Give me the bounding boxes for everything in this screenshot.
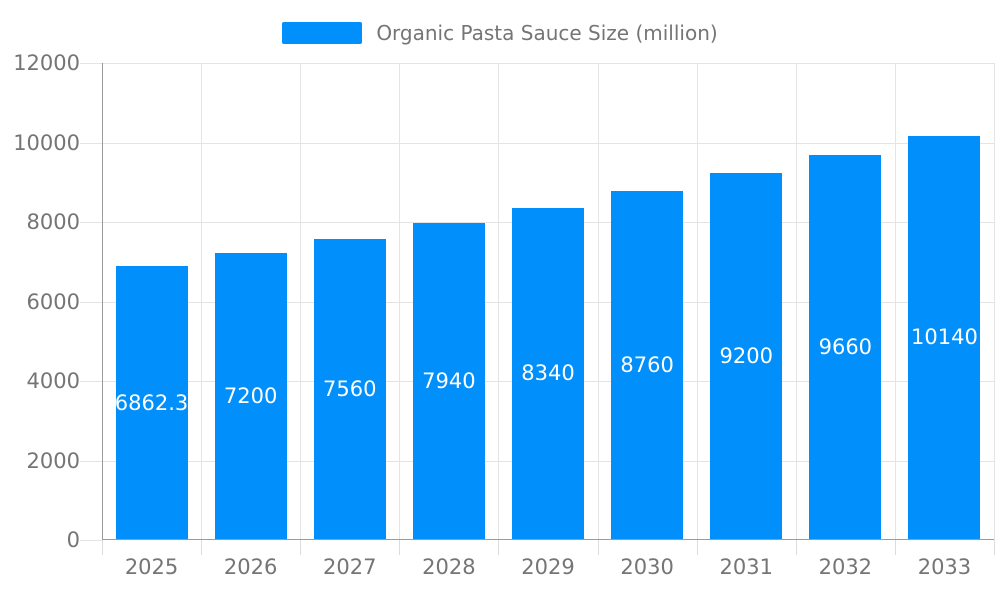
y-axis-tick (80, 143, 102, 144)
x-axis-tick (795, 540, 797, 555)
v-gridline (300, 63, 302, 540)
v-gridline (894, 63, 896, 540)
y-axis-label: 2000 (26, 449, 80, 473)
bar[interactable]: 9660 (809, 155, 882, 539)
x-axis-tick (201, 540, 203, 555)
v-gridline (399, 63, 401, 540)
x-axis-label: 2033 (917, 555, 972, 579)
bar-value-label: 7200 (223, 383, 278, 408)
y-axis-tick (80, 63, 102, 64)
y-axis-label: 8000 (26, 210, 80, 234)
legend-swatch (282, 22, 363, 44)
bar-value-label: 9660 (818, 335, 873, 359)
bar[interactable]: 7560 (313, 238, 386, 539)
x-axis-tick (696, 540, 698, 555)
x-axis-tick (597, 540, 599, 555)
y-axis-label: 6000 (26, 290, 80, 314)
bar[interactable]: 8340 (512, 207, 584, 539)
y-axis-label: 12000 (13, 51, 80, 75)
x-axis-tick (894, 540, 896, 555)
x-axis-label: 2026 (223, 555, 278, 579)
y-axis-tick (80, 540, 102, 541)
legend[interactable]: Organic Pasta Sauce Size (million) (0, 20, 1000, 46)
bar-value-label: 10140 (911, 325, 978, 350)
x-axis-tick (399, 540, 401, 555)
v-gridline (696, 63, 698, 540)
bar[interactable]: 9200 (710, 173, 783, 539)
bar[interactable]: 10140 (908, 135, 981, 539)
x-axis-label: 2025 (124, 555, 179, 579)
x-axis-tick (102, 540, 103, 555)
x-axis-line (102, 539, 994, 540)
v-gridline (597, 63, 599, 540)
x-axis-label: 2031 (719, 555, 773, 579)
bar-value-label: 7560 (323, 376, 377, 401)
y-axis-label: 0 (66, 528, 80, 552)
h-gridline (102, 143, 994, 144)
y-axis-label: 10000 (13, 131, 80, 155)
bar[interactable]: 7940 (412, 223, 485, 539)
y-axis-line (102, 63, 103, 540)
bar[interactable]: 6862.3 (114, 266, 189, 539)
legend-label: Organic Pasta Sauce Size (million) (376, 21, 718, 45)
bar-value-label: 8340 (521, 361, 575, 386)
v-gridline (498, 63, 500, 540)
v-gridline (795, 63, 797, 540)
bar[interactable]: 8760 (611, 190, 684, 539)
x-axis-label: 2027 (323, 555, 377, 579)
x-axis-tick (300, 540, 302, 555)
x-axis-label: 2028 (422, 555, 476, 579)
y-axis-tick (80, 381, 102, 382)
x-axis-label: 2030 (620, 555, 674, 579)
bar[interactable]: 7200 (214, 252, 287, 539)
y-axis-tick (80, 302, 102, 303)
x-axis-label: 2032 (818, 555, 873, 579)
y-axis-tick (80, 461, 102, 462)
y-axis-label: 4000 (26, 369, 80, 393)
plot-area: 6862.3 7200 7560 7940 8340 8760 9200 9660 10140 … (13, 51, 995, 579)
x-axis-tick (498, 540, 500, 555)
bar-value-label: 9200 (719, 344, 773, 369)
h-gridline (102, 63, 994, 64)
bar-value-label: 7940 (422, 369, 476, 394)
x-axis-tick (994, 540, 995, 555)
x-axis-label: 2029 (521, 555, 575, 579)
y-axis-tick (80, 222, 102, 223)
bar-value-label: 8760 (620, 352, 674, 377)
v-gridline (994, 63, 995, 540)
v-gridline (201, 63, 203, 540)
bar-value-label: 6862.3 (114, 390, 189, 415)
